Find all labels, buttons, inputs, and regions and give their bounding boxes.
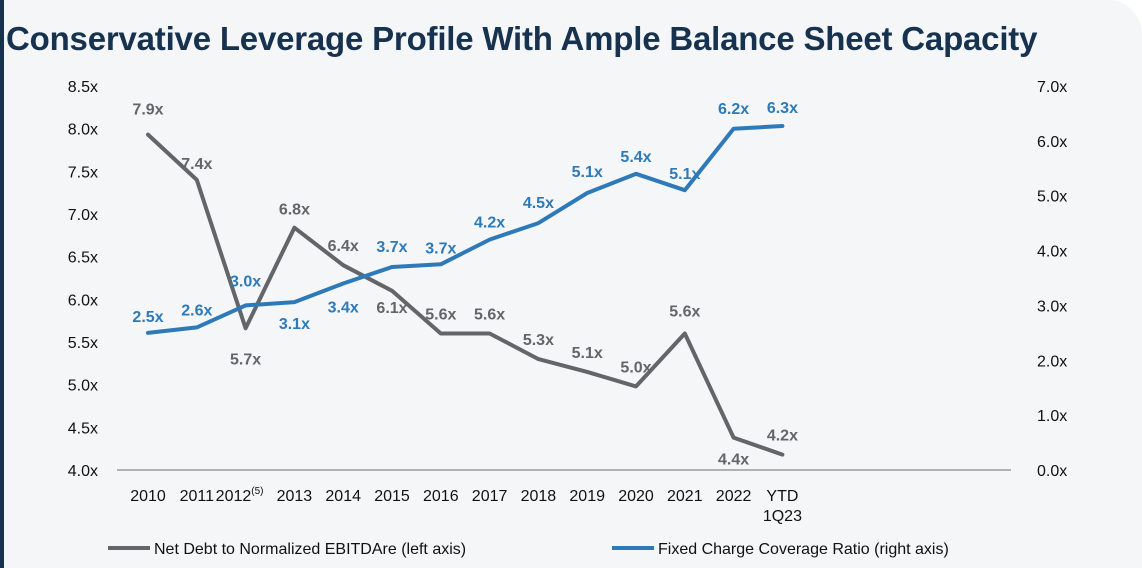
right-axis-tick-label: 2.0x — [1037, 353, 1067, 370]
data-labels: 7.9x 7.4x 5.7x 6.8x 6.4x 6.1x 5.6x 5.6x 5.3x 5.1x… — [132, 100, 798, 469]
data-label-fixed-charge: 6.3x — [767, 100, 798, 117]
data-label-net-debt: 5.7x — [230, 351, 261, 368]
x-axis-tick-label: 2020 — [618, 488, 654, 505]
right-axis-tick-label: 0.0x — [1037, 463, 1067, 480]
data-label-fixed-charge: 3.1x — [279, 316, 310, 333]
x-axis-tick-label: 2013 — [277, 488, 313, 505]
left-axis-tick-label: 6.0x — [68, 292, 98, 309]
legend: Net Debt to Normalized EBITDAre (left ax… — [108, 541, 949, 558]
x-axis-tick-label: 2022 — [716, 488, 752, 505]
data-label-fixed-charge: 5.1x — [572, 164, 603, 181]
data-label-fixed-charge: 2.5x — [132, 309, 163, 326]
left-axis-tick-label: 5.0x — [68, 378, 98, 395]
data-label-net-debt: 6.8x — [279, 202, 310, 219]
x-axis-tick-label: 2010 — [130, 488, 166, 505]
data-label-net-debt: 6.4x — [328, 238, 359, 255]
right-axis-tick-label: 1.0x — [1037, 408, 1067, 425]
x-axis-tick-label: 2012(5) — [216, 486, 264, 505]
right-axis-tick-label: 3.0x — [1037, 298, 1067, 315]
data-label-fixed-charge: 3.4x — [328, 299, 359, 316]
right-axis-tick-label: 7.0x — [1037, 79, 1067, 96]
data-label-net-debt: 5.6x — [474, 306, 505, 323]
data-label-fixed-charge: 3.7x — [376, 239, 407, 256]
data-label-net-debt: 6.1x — [376, 300, 407, 317]
left-axis-tick-label: 7.0x — [68, 207, 98, 224]
x-axis-tick-label: 2018 — [521, 488, 557, 505]
data-label-net-debt: 5.3x — [523, 332, 554, 349]
data-label-fixed-charge: 5.1x — [669, 166, 700, 183]
x-axis-tick-label: 2011 — [180, 488, 215, 505]
data-label-net-debt: 5.6x — [669, 303, 700, 320]
left-axis-ticks: 4.0x 4.5x 5.0x 5.5x 6.0x 6.5x 7.0x 7.5x 8.0x 8.5x — [68, 79, 98, 480]
left-axis-tick-label: 4.5x — [68, 420, 98, 437]
left-axis-tick-label: 5.5x — [68, 335, 98, 352]
data-label-fixed-charge: 3.0x — [230, 273, 261, 290]
accent-bar — [0, 0, 4, 568]
data-label-net-debt: 7.9x — [132, 102, 163, 119]
right-axis-ticks: 0.0x 1.0x 2.0x 3.0x 4.0x 5.0x 6.0x 7.0x — [1037, 79, 1067, 480]
data-label-net-debt: 5.0x — [620, 359, 651, 376]
data-label-net-debt: 5.1x — [572, 345, 603, 362]
data-label-net-debt: 7.4x — [181, 156, 212, 173]
right-axis-tick-label: 6.0x — [1037, 134, 1067, 151]
series-lines — [146, 124, 785, 457]
right-axis-tick-label: 4.0x — [1037, 244, 1067, 261]
legend-label-net-debt: Net Debt to Normalized EBITDAre (left ax… — [154, 541, 466, 558]
left-axis-tick-label: 7.5x — [68, 164, 98, 181]
x-axis-tick-label: YTD 1Q23 — [763, 488, 802, 525]
data-label-fixed-charge: 5.4x — [620, 149, 651, 166]
left-axis-tick-label: 8.0x — [68, 122, 98, 139]
x-axis-tick-label: 2015 — [374, 488, 410, 505]
right-axis-tick-label: 5.0x — [1037, 189, 1067, 206]
x-axis-tick-label: 2019 — [569, 488, 605, 505]
left-axis-tick-label: 6.5x — [68, 250, 98, 267]
x-axis-tick-label: 2017 — [472, 488, 508, 505]
legend-label-fixed-charge: Fixed Charge Coverage Ratio (right axis) — [658, 541, 949, 558]
left-axis-tick-label: 4.0x — [68, 463, 98, 480]
x-axis-tick-label: 2014 — [325, 488, 361, 505]
series-line-net-debt — [146, 132, 785, 457]
x-axis-tick-label: 2021 — [667, 488, 703, 505]
data-label-net-debt: 5.6x — [425, 306, 456, 323]
left-axis-tick-label: 8.5x — [68, 79, 98, 96]
series-line-fixed-charge — [146, 124, 785, 335]
data-label-fixed-charge: 4.2x — [474, 215, 505, 232]
x-axis-tick-label: 2016 — [423, 488, 459, 505]
slide-title: Conservative Leverage Profile With Ample… — [6, 20, 1038, 57]
data-label-fixed-charge: 6.2x — [718, 101, 749, 118]
data-label-fixed-charge: 2.6x — [181, 302, 212, 319]
data-label-fixed-charge: 3.7x — [425, 240, 456, 257]
data-label-fixed-charge: 4.5x — [523, 195, 554, 212]
data-label-net-debt: 4.2x — [767, 428, 798, 445]
x-axis-ticks: 2010 2011 2012(5) 2013 2014 2015 2016 2017 2018 2… — [130, 486, 802, 525]
data-label-net-debt: 4.4x — [718, 452, 749, 469]
